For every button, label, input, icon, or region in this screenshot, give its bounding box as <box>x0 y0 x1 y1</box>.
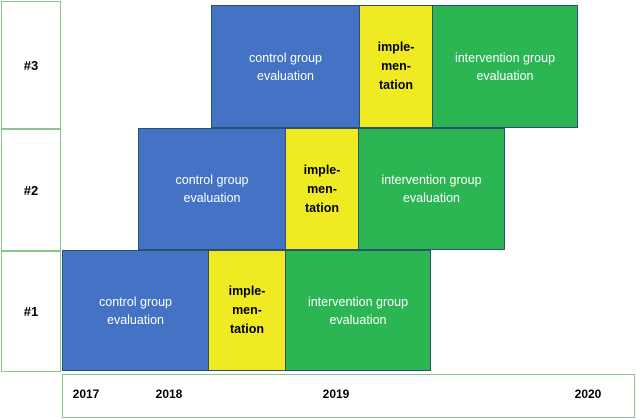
control-label-line1: control group <box>175 173 249 187</box>
interv-label-line1: intervention group <box>307 294 409 309</box>
year-label-2018: 2018 <box>155 387 183 401</box>
row3-control-group-evaluation: control group evaluation <box>211 5 360 128</box>
impl-label-line1: imple- <box>377 40 415 54</box>
row2-intervention-group-evaluation: intervention group evaluation <box>358 128 505 250</box>
row-label-1: #1 <box>1 251 61 372</box>
impl-label-line2: men- <box>232 303 262 317</box>
impl-label-line1: imple- <box>228 284 266 298</box>
interv-label-line1: intervention group <box>381 173 482 187</box>
row1-implementation: imple- men- tation <box>208 250 286 371</box>
control-label-line2: evaluation <box>257 68 314 83</box>
interv-label-line2: evaluation <box>329 312 387 327</box>
year-label-2020: 2020 <box>574 387 602 401</box>
control-label-line2: evaluation <box>107 312 164 327</box>
control-label-line1: control group <box>249 50 322 65</box>
timeline-axis <box>62 374 635 418</box>
interv-label-line2: evaluation <box>476 68 534 83</box>
impl-label-line3: tation <box>229 322 265 336</box>
row1-intervention-group-evaluation: intervention group evaluation <box>285 250 431 371</box>
row3-intervention-group-evaluation: intervention group evaluation <box>432 5 578 128</box>
impl-label-line3: tation <box>304 200 340 215</box>
year-label-2017: 2017 <box>72 387 100 401</box>
impl-label-line3: tation <box>378 78 414 92</box>
interv-label-line1: intervention group <box>454 50 556 65</box>
interv-label-line2: evaluation <box>402 191 460 205</box>
impl-label-line2: men- <box>307 181 337 196</box>
impl-label-line2: men- <box>381 59 411 73</box>
row1-control-group-evaluation: control group evaluation <box>62 250 209 371</box>
control-label-line2: evaluation <box>183 191 241 205</box>
row2-implementation: imple- men- tation <box>285 128 359 250</box>
control-label-line1: control group <box>99 294 172 309</box>
row-label-3: #3 <box>1 1 61 129</box>
row3-implementation: imple- men- tation <box>359 5 433 128</box>
year-label-2019: 2019 <box>322 387 350 401</box>
row-label-2: #2 <box>1 129 61 251</box>
impl-label-line1: imple- <box>303 162 341 177</box>
row2-control-group-evaluation: control group evaluation <box>138 128 286 250</box>
